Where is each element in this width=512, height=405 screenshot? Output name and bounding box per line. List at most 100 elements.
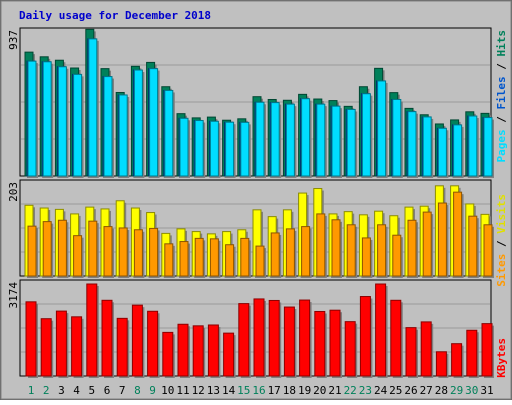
kbytes-bar-13-fill xyxy=(207,324,219,377)
x-tick-label-15: 15 xyxy=(237,384,250,397)
kbytes-bar-7 xyxy=(116,317,130,378)
kbytes-bar-8-fill xyxy=(131,304,143,377)
sites-bar-7 xyxy=(118,227,130,278)
sites-bar-31 xyxy=(483,224,494,278)
sites-bar-14 xyxy=(225,244,236,278)
pages-bar-17 xyxy=(270,102,282,178)
x-tick-label-29: 29 xyxy=(450,384,463,397)
kbytes-bar-5-fill xyxy=(86,283,98,377)
x-tick-label-7: 7 xyxy=(119,384,126,397)
sites-bar-9-fill xyxy=(149,227,159,277)
sites-bar-28 xyxy=(437,202,449,278)
kbytes-bar-25 xyxy=(390,299,403,378)
sites-bar-22 xyxy=(346,224,358,278)
pages-bar-18-fill xyxy=(285,103,295,177)
pages-bar-17-fill xyxy=(270,102,280,177)
pages-bar-31-fill xyxy=(483,117,493,177)
sites-bar-10 xyxy=(164,243,175,278)
kbytes-bar-1-fill xyxy=(25,301,37,377)
kbytes-bar-14 xyxy=(223,332,236,378)
pages-bar-3 xyxy=(57,66,69,178)
sites-bar-6-fill xyxy=(103,226,113,277)
kbytes-bar-19-fill xyxy=(299,299,311,377)
sites-bar-21 xyxy=(331,219,342,278)
kbytes-bar-15 xyxy=(238,303,251,378)
sites-bar-13-fill xyxy=(209,238,219,277)
pages-bar-21 xyxy=(331,105,342,178)
pages-bar-10 xyxy=(164,89,175,178)
x-tick-label-17: 17 xyxy=(268,384,281,397)
x-tick-label-22: 22 xyxy=(344,384,357,397)
sites-bar-23-fill xyxy=(361,237,371,277)
sites-bar-5-fill xyxy=(88,220,98,277)
pages-bar-24-fill xyxy=(377,80,387,177)
pages-bar-4 xyxy=(73,73,84,178)
x-tick-label-26: 26 xyxy=(404,384,417,397)
pages-bar-1 xyxy=(27,60,38,179)
visits-max-label: 203 xyxy=(7,182,20,202)
sites-bar-16 xyxy=(255,245,266,278)
pages-bar-6-fill xyxy=(103,76,113,177)
pages-bar-28-fill xyxy=(437,127,447,177)
x-tick-label-9: 9 xyxy=(149,384,156,397)
pages-bar-11-fill xyxy=(179,117,189,177)
x-tick-label-21: 21 xyxy=(328,384,341,397)
kbytes-bar-31 xyxy=(481,323,494,378)
kbytes-bar-31-fill xyxy=(481,323,493,377)
pages-bar-22 xyxy=(346,108,358,178)
kbytes-bar-25-fill xyxy=(390,299,402,377)
kbytes-bar-20-fill xyxy=(314,310,326,377)
sites-bar-31-fill xyxy=(483,224,493,277)
sites-bar-29 xyxy=(453,191,464,278)
x-tick-label-10: 10 xyxy=(161,384,174,397)
pages-bar-30-fill xyxy=(468,115,478,177)
kbytes-bar-12-fill xyxy=(192,325,204,377)
x-tick-label-18: 18 xyxy=(283,384,296,397)
pages-bar-8-fill xyxy=(133,69,143,177)
kbytes-bar-15-fill xyxy=(238,303,250,377)
legend-separator: / xyxy=(495,57,508,77)
sites-bar-1-fill xyxy=(27,225,37,277)
pages-bar-29-fill xyxy=(453,124,463,177)
sites-bar-4-fill xyxy=(73,235,83,277)
kbytes-legend-text: KBytes xyxy=(495,338,508,378)
kbytes-bar-6-fill xyxy=(101,299,113,377)
pages-bar-20 xyxy=(316,103,327,178)
kbytes-bar-13 xyxy=(207,324,221,378)
visits-legend-text: Visits xyxy=(495,194,508,234)
pages-bar-19-fill xyxy=(301,98,311,177)
sites-bar-3 xyxy=(57,219,69,278)
kbytes-bar-21-fill xyxy=(329,309,341,377)
x-tick-label-13: 13 xyxy=(207,384,220,397)
pages-bar-22-fill xyxy=(346,108,356,177)
sites-bar-27-fill xyxy=(422,211,432,277)
sites-bar-20 xyxy=(316,213,327,278)
kbytes-bar-17 xyxy=(268,299,282,378)
kbytes-bar-10 xyxy=(162,331,175,378)
kbytes-bar-29 xyxy=(451,343,464,378)
pages-bar-12-fill xyxy=(194,120,204,177)
hits-legend-text: Hits xyxy=(495,30,508,57)
pages-bar-7 xyxy=(118,94,130,178)
x-tick-label-5: 5 xyxy=(88,384,95,397)
sites-bar-14-fill xyxy=(225,244,235,277)
legend-separator: / xyxy=(495,234,508,254)
sites-bar-12-fill xyxy=(194,237,204,277)
sites-bar-16-fill xyxy=(255,245,265,277)
x-tick-label-30: 30 xyxy=(465,384,478,397)
sites-bar-28-fill xyxy=(437,202,447,277)
sites-bar-7-fill xyxy=(118,227,128,277)
legend-separator: / xyxy=(495,110,508,130)
sites-bar-2-fill xyxy=(42,221,52,277)
pages-bar-13-fill xyxy=(209,120,219,177)
kbytes-bar-26-fill xyxy=(405,327,417,377)
files-legend-text: Files xyxy=(495,76,508,109)
pages-bar-19 xyxy=(301,98,312,178)
sites-bar-13 xyxy=(209,238,221,278)
kbytes-bar-4 xyxy=(71,316,84,378)
pages-bar-28 xyxy=(437,127,449,178)
kbytes-bar-3-fill xyxy=(55,310,67,377)
x-tick-label-16: 16 xyxy=(252,384,265,397)
pages-bar-23 xyxy=(361,93,373,178)
